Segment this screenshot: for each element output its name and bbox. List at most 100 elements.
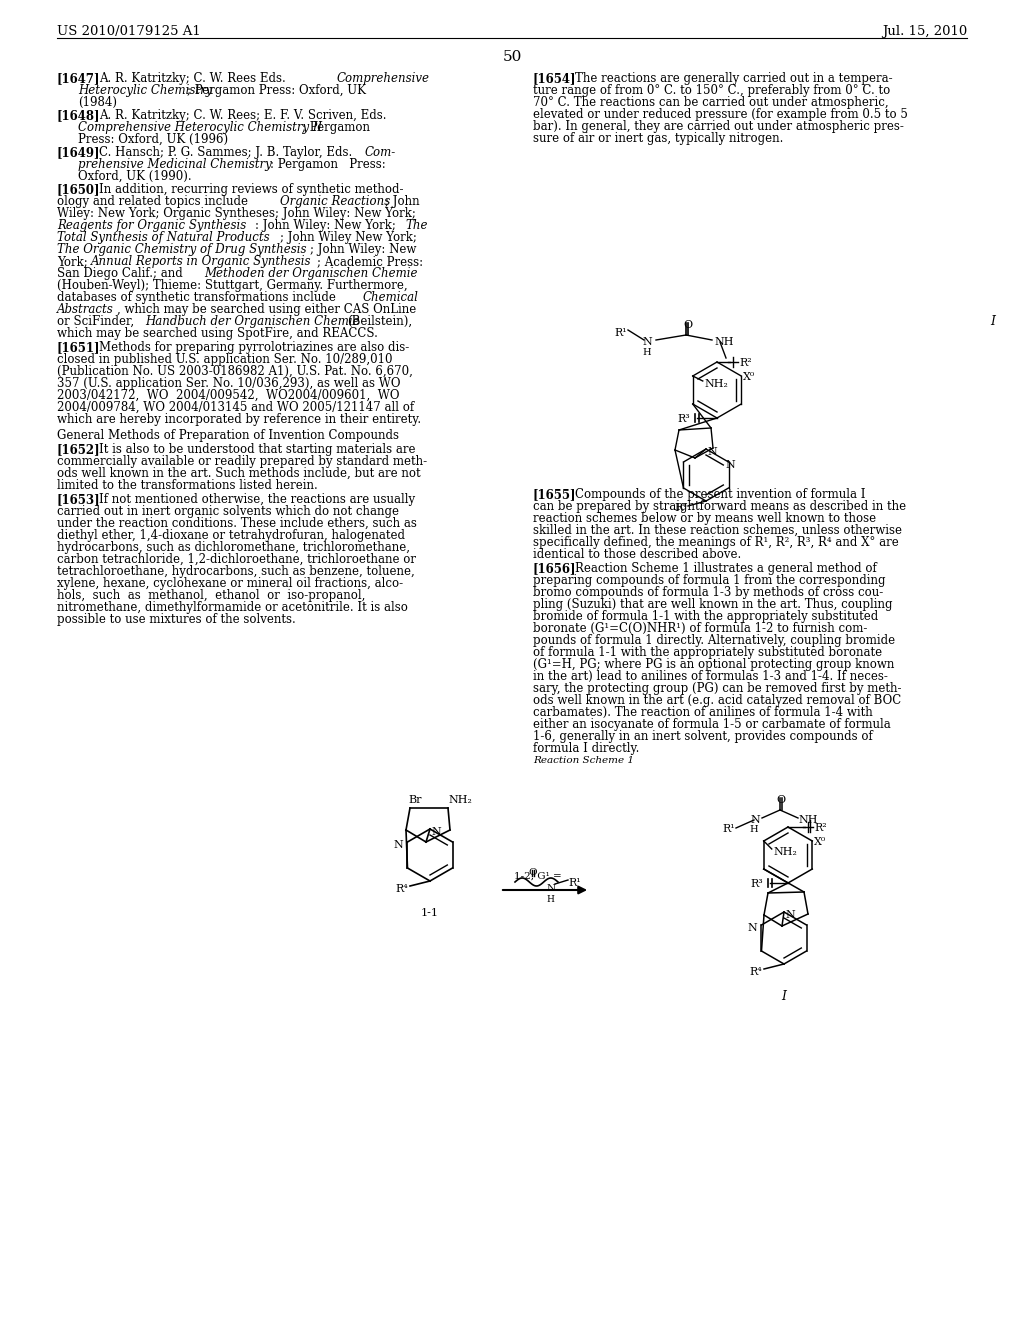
Text: R¹: R¹ (722, 824, 734, 834)
Text: [1647]: [1647] (57, 73, 100, 84)
Text: NH₂: NH₂ (705, 379, 729, 389)
Text: Reaction Scheme 1: Reaction Scheme 1 (534, 756, 634, 766)
Text: N: N (393, 840, 403, 850)
Text: can be prepared by straightforward means as described in the: can be prepared by straightforward means… (534, 500, 906, 513)
Text: in the art) lead to anilines of formulas 1-3 and 1-4. If neces-: in the art) lead to anilines of formulas… (534, 671, 888, 682)
Text: ture range of from 0° C. to 150° C., preferably from 0° C. to: ture range of from 0° C. to 150° C., pre… (534, 84, 890, 96)
Text: Chemical: Chemical (362, 290, 419, 304)
Text: R¹: R¹ (614, 327, 627, 338)
Text: X⁰: X⁰ (814, 837, 826, 847)
Text: ; John: ; John (385, 195, 420, 209)
Text: [1652]: [1652] (57, 444, 100, 455)
Text: preparing compounds of formula 1 from the corresponding: preparing compounds of formula 1 from th… (534, 574, 886, 587)
Text: ods well known in the art. Such methods include, but are not: ods well known in the art. Such methods … (57, 467, 421, 480)
Text: 50: 50 (503, 50, 521, 63)
Text: ods well known in the art (e.g. acid catalyzed removal of BOC: ods well known in the art (e.g. acid cat… (534, 694, 901, 708)
Text: Abstracts: Abstracts (57, 304, 114, 315)
Text: Jul. 15, 2010: Jul. 15, 2010 (882, 25, 967, 38)
Text: R⁴: R⁴ (395, 884, 408, 894)
Text: R³: R³ (750, 879, 763, 888)
Text: diethyl ether, 1,4-dioxane or tetrahydrofuran, halogenated: diethyl ether, 1,4-dioxane or tetrahydro… (57, 529, 406, 543)
Text: or SciFinder,: or SciFinder, (57, 315, 134, 327)
Text: which may be searched using SpotFire, and REACCS.: which may be searched using SpotFire, an… (57, 327, 378, 341)
Text: carbamates). The reaction of anilines of formula 1-4 with: carbamates). The reaction of anilines of… (534, 706, 872, 719)
Text: : John Wiley: New York;: : John Wiley: New York; (255, 219, 396, 232)
Text: I: I (781, 990, 786, 1003)
Text: It is also to be understood that starting materials are: It is also to be understood that startin… (99, 444, 416, 455)
Text: 2003/042172,  WO  2004/009542,  WO2004/009601,  WO: 2003/042172, WO 2004/009542, WO2004/0096… (57, 389, 399, 403)
Text: which are hereby incorporated by reference in their entirety.: which are hereby incorporated by referen… (57, 413, 421, 426)
Text: [1655]: [1655] (534, 488, 577, 502)
Text: San Diego Calif.; and: San Diego Calif.; and (57, 267, 186, 280)
Text: Reaction Scheme 1 illustrates a general method of: Reaction Scheme 1 illustrates a general … (575, 562, 877, 576)
Text: databases of synthetic transformations include: databases of synthetic transformations i… (57, 290, 340, 304)
Text: carried out in inert organic solvents which do not change: carried out in inert organic solvents wh… (57, 506, 399, 517)
Text: bar). In general, they are carried out under atmospheric pres-: bar). In general, they are carried out u… (534, 120, 904, 133)
Text: hydrocarbons, such as dichloromethane, trichloromethane,: hydrocarbons, such as dichloromethane, t… (57, 541, 410, 554)
Text: NH: NH (714, 337, 733, 347)
Text: The: The (406, 219, 427, 232)
Text: N: N (750, 814, 760, 825)
Text: Comprehensive: Comprehensive (337, 73, 430, 84)
Text: H: H (749, 825, 758, 834)
Text: ology and related topics include: ology and related topics include (57, 195, 252, 209)
Text: [1650]: [1650] (57, 183, 100, 195)
Text: ; Pergamon: ; Pergamon (302, 121, 370, 135)
Text: H: H (642, 348, 650, 356)
Text: sary, the protecting group (PG) can be removed first by meth-: sary, the protecting group (PG) can be r… (534, 682, 901, 696)
Text: xylene, hexane, cyclohexane or mineral oil fractions, alco-: xylene, hexane, cyclohexane or mineral o… (57, 577, 403, 590)
Text: 70° C. The reactions can be carried out under atmospheric,: 70° C. The reactions can be carried out … (534, 96, 889, 110)
Text: [1651]: [1651] (57, 341, 100, 354)
Text: R³: R³ (677, 414, 690, 424)
Text: N: N (726, 459, 735, 470)
Text: H: H (546, 895, 554, 904)
Text: sure of air or inert gas, typically nitrogen.: sure of air or inert gas, typically nitr… (534, 132, 783, 145)
Text: 1-6, generally in an inert solvent, provides compounds of: 1-6, generally in an inert solvent, prov… (534, 730, 872, 743)
Text: 2004/009784, WO 2004/013145 and WO 2005/121147 all of: 2004/009784, WO 2004/013145 and WO 2005/… (57, 401, 414, 414)
Text: elevated or under reduced pressure (for example from 0.5 to 5: elevated or under reduced pressure (for … (534, 108, 908, 121)
Text: X⁰: X⁰ (743, 372, 756, 381)
Text: General Methods of Preparation of Invention Compounds: General Methods of Preparation of Invent… (57, 429, 399, 442)
Text: (1984): (1984) (78, 96, 117, 110)
Text: R¹: R¹ (568, 878, 581, 888)
Text: limited to the transformations listed herein.: limited to the transformations listed he… (57, 479, 317, 492)
Text: possible to use mixtures of the solvents.: possible to use mixtures of the solvents… (57, 612, 296, 626)
Text: NH₂: NH₂ (774, 847, 798, 857)
Text: Methoden der Organischen Chemie: Methoden der Organischen Chemie (204, 267, 418, 280)
Text: of formula 1-1 with the appropriately substituted boronate: of formula 1-1 with the appropriately su… (534, 645, 882, 659)
Text: [1648]: [1648] (57, 110, 100, 121)
Text: O: O (776, 795, 785, 805)
Text: bromo compounds of formula 1-3 by methods of cross cou-: bromo compounds of formula 1-3 by method… (534, 586, 884, 599)
Text: R⁴: R⁴ (749, 968, 762, 977)
Text: (Houben-Weyl); Thieme: Stuttgart, Germany. Furthermore,: (Houben-Weyl); Thieme: Stuttgart, German… (57, 279, 408, 292)
Text: prehensive Medicinal Chemistry: prehensive Medicinal Chemistry (78, 158, 271, 172)
Text: A. R. Katritzky; C. W. Rees Eds.: A. R. Katritzky; C. W. Rees Eds. (99, 73, 286, 84)
Text: Oxford, UK (1990).: Oxford, UK (1990). (78, 170, 191, 183)
Text: US 2010/0179125 A1: US 2010/0179125 A1 (57, 25, 201, 38)
Text: A. R. Katritzky; C. W. Rees; E. F. V. Scriven, Eds.: A. R. Katritzky; C. W. Rees; E. F. V. Sc… (99, 110, 386, 121)
Text: N: N (547, 884, 556, 894)
Text: In addition, recurring reviews of synthetic method-: In addition, recurring reviews of synthe… (99, 183, 403, 195)
Text: N: N (707, 447, 717, 457)
Text: ; John Wiley: New: ; John Wiley: New (310, 243, 417, 256)
Text: ; John Wiley New York;: ; John Wiley New York; (280, 231, 417, 244)
Text: Total Synthesis of Natural Products: Total Synthesis of Natural Products (57, 231, 269, 244)
Text: commercially available or readily prepared by standard meth-: commercially available or readily prepar… (57, 455, 427, 469)
Text: ; Academic Press:: ; Academic Press: (317, 255, 423, 268)
Text: , which may be searched using either CAS OnLine: , which may be searched using either CAS… (117, 304, 416, 315)
Text: hols,  such  as  methanol,  ethanol  or  iso-propanol,: hols, such as methanol, ethanol or iso-p… (57, 589, 366, 602)
Text: C. Hansch; P. G. Sammes; J. B. Taylor, Eds.: C. Hansch; P. G. Sammes; J. B. Taylor, E… (99, 147, 352, 158)
Text: N: N (431, 828, 440, 837)
Text: Press: Oxford, UK (1996): Press: Oxford, UK (1996) (78, 133, 228, 147)
Text: [1654]: [1654] (534, 73, 577, 84)
Text: If not mentioned otherwise, the reactions are usually: If not mentioned otherwise, the reaction… (99, 492, 415, 506)
Text: (Publication No. US 2003-0186982 A1), U.S. Pat. No. 6,670,: (Publication No. US 2003-0186982 A1), U.… (57, 366, 413, 378)
Text: R⁴: R⁴ (674, 503, 687, 513)
Text: formula I directly.: formula I directly. (534, 742, 639, 755)
Text: boronate (G¹=C(O)NHR¹) of formula 1-2 to furnish com-: boronate (G¹=C(O)NHR¹) of formula 1-2 to… (534, 622, 867, 635)
Text: skilled in the art. In these reaction schemes, unless otherwise: skilled in the art. In these reaction sc… (534, 524, 902, 537)
Text: Handbuch der Organischen Chemie: Handbuch der Organischen Chemie (145, 315, 359, 327)
Text: 1-2, G¹ =: 1-2, G¹ = (514, 873, 562, 880)
Text: Comprehensive Heterocylic Chemistry II: Comprehensive Heterocylic Chemistry II (78, 121, 323, 135)
Text: identical to those described above.: identical to those described above. (534, 548, 741, 561)
